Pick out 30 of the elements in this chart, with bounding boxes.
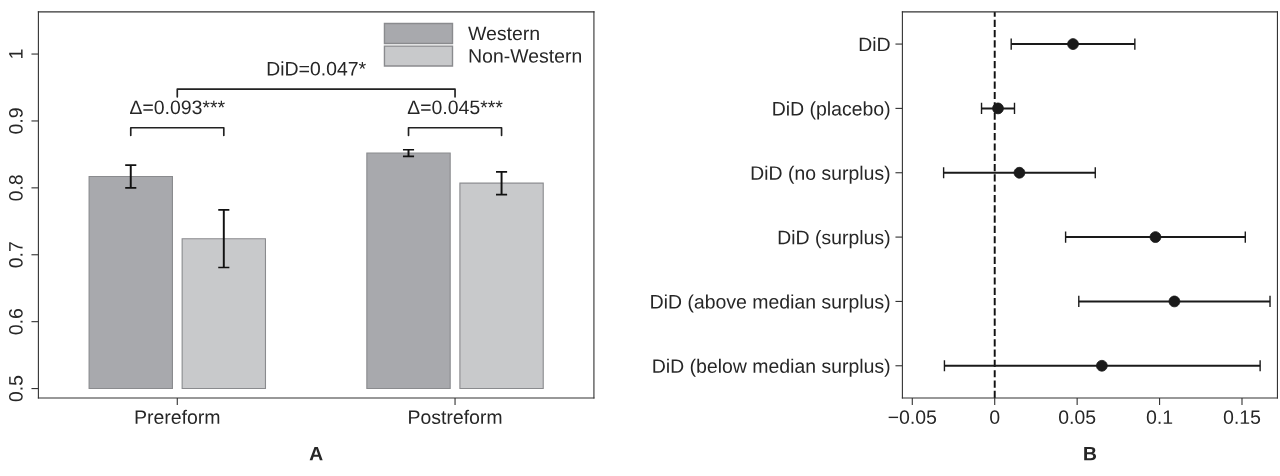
y-tick-label: DiD (placebo) xyxy=(773,101,890,120)
y-tick-label: 0.7 xyxy=(8,242,23,268)
x-tick-label: 0 xyxy=(990,410,1000,425)
x-tick-label: 0.15 xyxy=(1223,410,1261,425)
y-tick-label: DiD (no surplus) xyxy=(751,165,890,184)
text: B xyxy=(1084,446,1097,461)
x-tick-label: −0.05 xyxy=(888,410,937,425)
annotation: Δ=0.045*** xyxy=(407,100,503,115)
y-tick-label: DiD xyxy=(859,37,890,52)
bar xyxy=(366,152,451,390)
y-tick-label: 0.8 xyxy=(8,175,23,201)
bar xyxy=(88,175,173,390)
annotation: DiD=0.047* xyxy=(267,61,366,76)
y-tick-label: 0.5 xyxy=(8,375,23,402)
y-tick-label: 1 xyxy=(9,49,23,58)
legend-label: Western xyxy=(468,26,539,41)
bar xyxy=(459,182,544,390)
x-tick-label: Postreform xyxy=(409,409,502,425)
legend-label: Non-Western xyxy=(469,49,581,63)
y-tick-label: 0.6 xyxy=(8,309,23,335)
text: A xyxy=(309,446,323,461)
y-tick-label: DiD (below median surplus) xyxy=(653,358,890,377)
y-tick-label: DiD (above median surplus) xyxy=(651,294,890,313)
x-tick-label: 0.05 xyxy=(1058,410,1096,425)
bar xyxy=(181,238,267,390)
y-tick-label: DiD (surplus) xyxy=(778,230,890,249)
y-tick-label: 0.9 xyxy=(8,108,23,134)
annotation: Δ=0.093*** xyxy=(130,100,225,115)
x-tick-label: Prereform xyxy=(135,409,220,425)
x-tick-label: 0.1 xyxy=(1146,410,1173,425)
